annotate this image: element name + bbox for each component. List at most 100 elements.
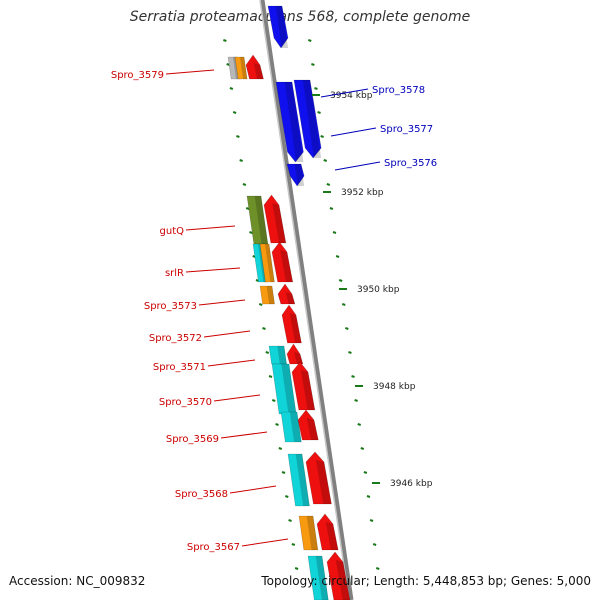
track-tick (245, 207, 250, 210)
gene-spro-3578-shade (284, 82, 304, 162)
track-tick (262, 327, 266, 330)
track-tick (281, 471, 286, 474)
gene-label-leader (334, 161, 381, 171)
gene-spro-3578 (275, 81, 304, 163)
gene-spro-3567-red (316, 513, 339, 551)
track-tick (375, 567, 380, 570)
gene-spro-3572-red-shade (289, 313, 302, 343)
gene-spro-3568-cyan (287, 453, 310, 507)
gene-spro-3579-red (245, 54, 264, 80)
gene-spro-3570-red-body (291, 361, 316, 411)
gene-spro-3573-orange-body (259, 285, 275, 305)
track-tick (242, 183, 247, 186)
track-tick (268, 375, 273, 378)
gene-spro-3579-red-body (245, 54, 264, 80)
track-tick (323, 159, 328, 162)
gene-spro-3568-cyan-shade (295, 454, 310, 506)
gene-spro-3570-cyan (271, 363, 297, 415)
gene-spro-3571-cyan-shade (277, 346, 287, 364)
gene-spro-3577-shade (302, 80, 322, 158)
gene-label-leader (203, 330, 251, 338)
gene-spro-3577-body (293, 79, 322, 159)
gene-srlr-red-shade (280, 250, 293, 282)
track-tick (354, 399, 358, 402)
track-tick (351, 375, 355, 378)
gene-spro-3567-red-shade (325, 522, 339, 550)
track-tick (265, 351, 270, 354)
gene-label-right: Spro_3578 (372, 85, 425, 96)
track-tick (226, 63, 230, 66)
gene-label-left: Spro_3568 (175, 489, 228, 500)
gene-spro-3579-red-shade (253, 63, 264, 79)
gene-spro-3573-orange (259, 285, 275, 305)
gene-gutq-red (263, 194, 287, 244)
gene-label-leader (165, 69, 215, 75)
gene-label-leader (330, 127, 377, 137)
track-tick (320, 135, 324, 138)
track-tick (363, 471, 368, 474)
gene-label-right: Spro_3576 (384, 158, 437, 169)
gene-spro-3572-red (281, 304, 302, 344)
gene-spro-3569-red-shade (306, 418, 319, 440)
track-tick (345, 327, 349, 330)
backbone-highlight (259, 0, 350, 600)
gene-spro-3568-red (305, 451, 332, 505)
gene-bottom-cyan-shade (315, 556, 329, 600)
gene-label-left: Spro_3572 (149, 333, 202, 344)
gene-gutq-olive (246, 195, 269, 245)
gene-spro-3568-red-body (305, 451, 332, 505)
gene-label-leader (213, 394, 261, 402)
gene-spro-3570-cyan-shade (281, 364, 297, 414)
gene-srlr-orange-body (259, 243, 275, 283)
gene-label-left: Spro_3569 (166, 434, 219, 445)
track-tick (372, 543, 377, 546)
gene-srlr-orange (259, 243, 275, 283)
track-tick (326, 183, 331, 186)
track-tick (307, 39, 312, 42)
track-tick (229, 87, 234, 90)
gene-spro-3577 (293, 79, 322, 159)
gene-label-leader (198, 299, 246, 306)
gene-spro-3579-orange-shade (239, 57, 248, 79)
gene-label-left: Spro_3567 (187, 542, 240, 553)
backbone-line (259, 0, 354, 600)
track-tick (249, 231, 253, 234)
gene-gutq-red-body (263, 194, 287, 244)
gene-spro-3573-red (277, 283, 296, 305)
gene-spro-3579-top-body (267, 5, 289, 49)
track-tick (360, 447, 365, 450)
track-tick (366, 495, 371, 498)
map-title: Serratia proteamaculans 568, complete ge… (129, 9, 471, 25)
track-tick (317, 111, 321, 114)
gene-label-left: srlR (165, 268, 184, 279)
gene-label-leader (241, 538, 289, 547)
gene-srlr-red-body (271, 241, 294, 283)
track-tick (348, 351, 352, 354)
gene-spro-3571-red-body (286, 343, 304, 365)
gene-spro-3576 (286, 163, 305, 187)
track-tick (335, 255, 340, 258)
gene-label-right: Spro_3577 (380, 124, 433, 135)
gene-spro-3567-orange-body (298, 515, 319, 551)
gene-spro-3571-cyan (268, 345, 287, 365)
gene-spro-3571-red-shade (294, 352, 303, 364)
gene-spro-3569-cyan (280, 411, 302, 443)
gene-label-leader (320, 88, 369, 98)
kbp-tick-label: 3950 kbp (357, 285, 400, 295)
track-tick (291, 543, 296, 546)
gene-bottom-red-shade (335, 560, 350, 600)
kbp-tick-label: 3948 kbp (373, 382, 416, 392)
gene-spro-3579-orange-body (234, 56, 248, 80)
track-tick (288, 519, 292, 522)
gene-spro-3572-red-body (281, 304, 302, 344)
track-tick (239, 159, 243, 162)
gene-spro-3570-red (291, 361, 316, 411)
track-tick (223, 39, 227, 42)
gene-srlr-red (271, 241, 294, 283)
gene-label-leader (185, 225, 236, 231)
gene-spro-3576-shade (294, 164, 305, 186)
gene-spro-3567-orange-shade (306, 516, 318, 550)
gene-spro-3568-cyan-body (287, 453, 310, 507)
gene-bottom-red (326, 551, 351, 600)
